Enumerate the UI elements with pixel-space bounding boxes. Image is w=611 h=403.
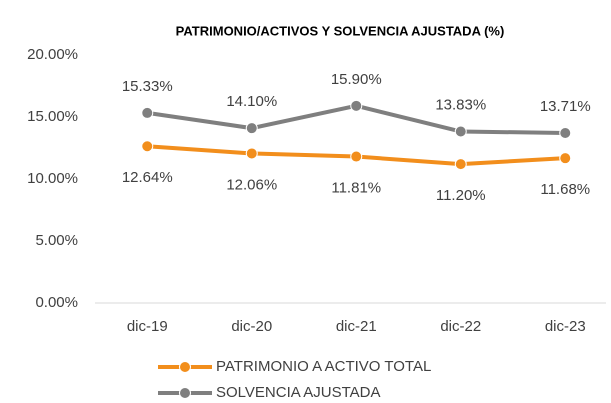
y-tick-label: 10.00% xyxy=(27,170,78,187)
data-label: 12.06% xyxy=(226,176,277,193)
point xyxy=(350,150,363,163)
x-tick-label: dic-22 xyxy=(440,318,481,335)
x-tick-label: dic-20 xyxy=(231,318,272,335)
point xyxy=(141,140,154,153)
data-label: 11.68% xyxy=(540,181,590,198)
x-tick-label: dic-21 xyxy=(336,318,377,335)
point xyxy=(559,126,572,139)
point xyxy=(559,152,572,165)
y-tick-label: 5.00% xyxy=(35,232,78,249)
data-label: 13.71% xyxy=(540,98,591,115)
point xyxy=(245,147,258,160)
chart-title: PATRIMONIO/ACTIVOS Y SOLVENCIA AJUSTADA … xyxy=(176,23,505,38)
x-tick-label: dic-19 xyxy=(127,318,168,335)
y-tick-label: 0.00% xyxy=(35,294,78,311)
legend-label: SOLVENCIA AJUSTADA xyxy=(216,384,381,401)
point xyxy=(245,122,258,135)
data-label: 13.83% xyxy=(435,96,486,113)
data-label: 12.64% xyxy=(122,169,173,186)
point xyxy=(350,99,363,112)
point xyxy=(454,125,467,138)
x-tick-label: dic-23 xyxy=(545,318,586,335)
legend-label: PATRIMONIO A ACTIVO TOTAL xyxy=(216,358,431,375)
data-label: 11.81% xyxy=(331,180,381,197)
legend-marker xyxy=(179,387,191,399)
data-label: 11.20% xyxy=(436,187,486,204)
legend-marker xyxy=(179,361,191,373)
data-label: 15.90% xyxy=(331,71,382,88)
data-label: 15.33% xyxy=(122,78,173,95)
y-tick-label: 15.00% xyxy=(27,108,78,125)
y-tick-label: 20.00% xyxy=(27,46,78,63)
point xyxy=(454,158,467,171)
point xyxy=(141,106,154,119)
data-label: 14.10% xyxy=(226,93,277,110)
